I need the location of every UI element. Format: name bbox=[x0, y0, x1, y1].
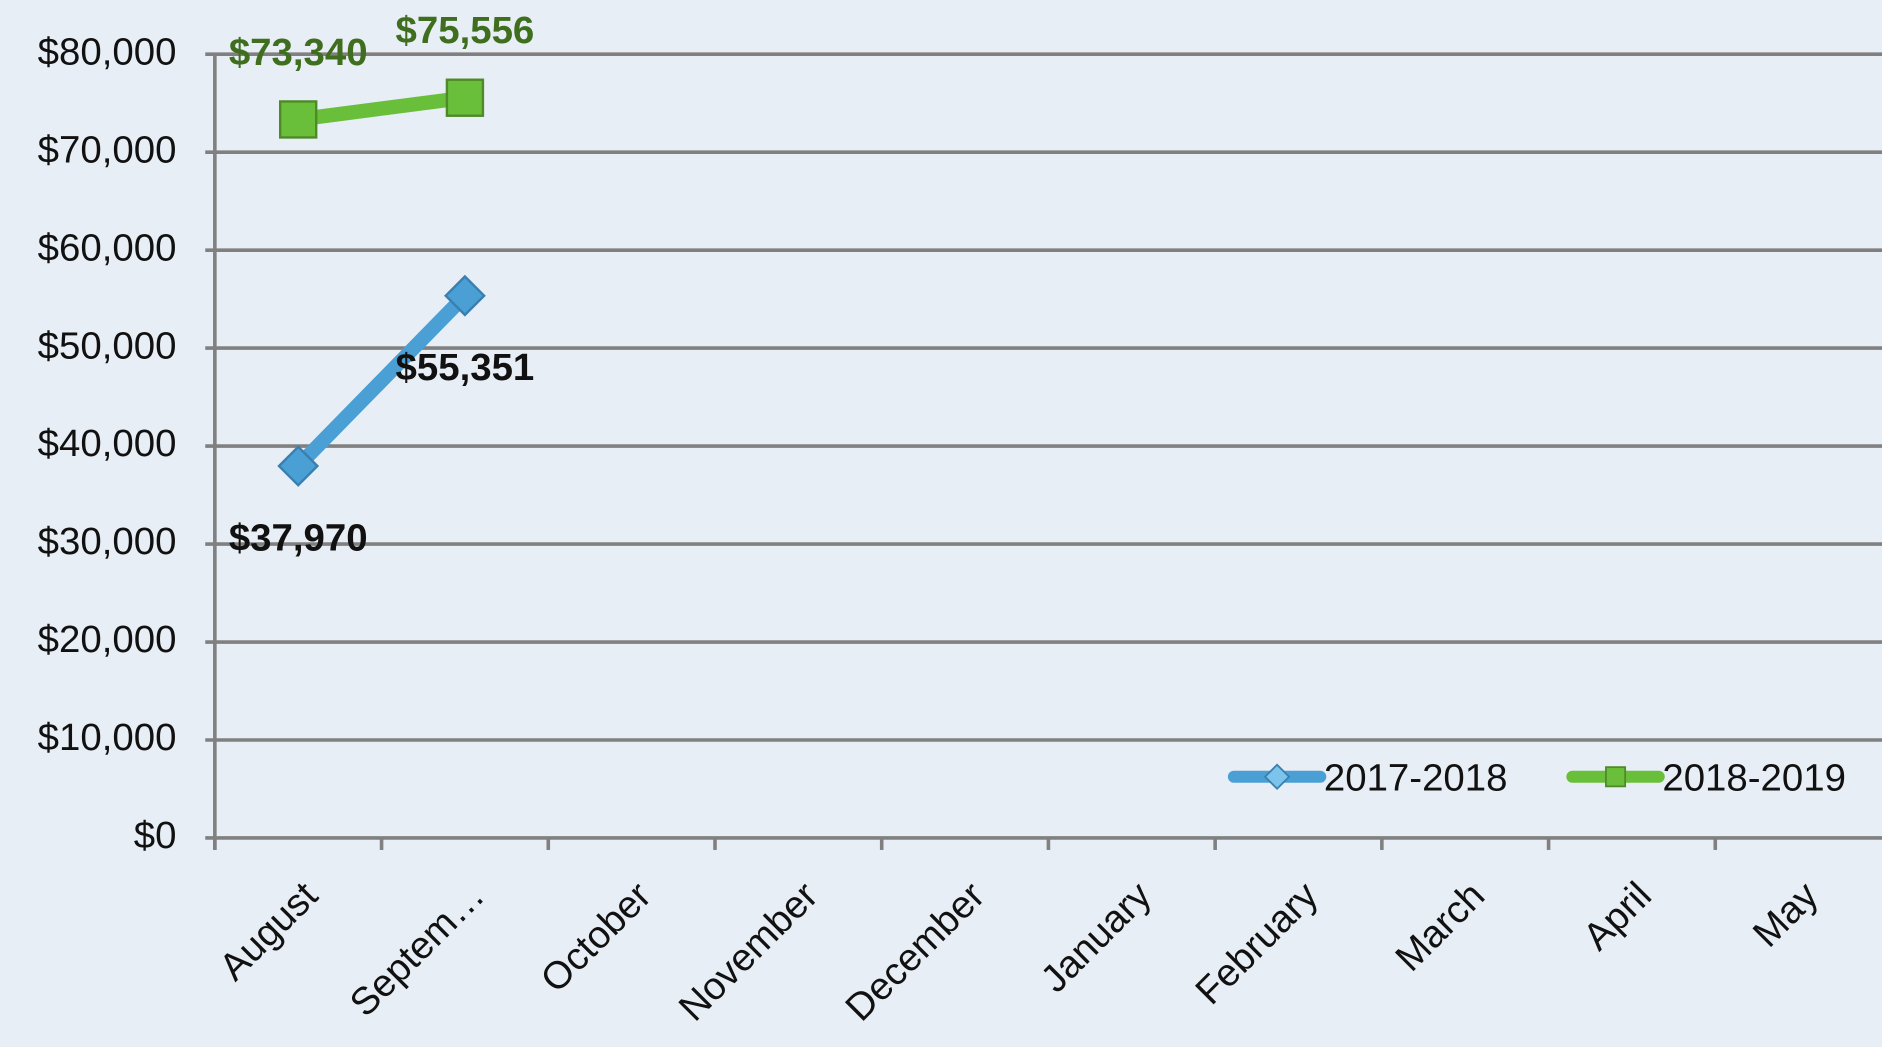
data-label: $73,340 bbox=[229, 31, 368, 74]
y-tick-label: $50,000 bbox=[38, 324, 177, 367]
y-tick-label: $80,000 bbox=[38, 30, 177, 73]
legend-marker bbox=[1263, 763, 1291, 791]
legend-item: 2017-2018 bbox=[1227, 756, 1508, 799]
data-label: $75,556 bbox=[396, 9, 535, 52]
legend-marker bbox=[1605, 766, 1627, 788]
marker bbox=[278, 100, 318, 139]
legend-label: 2017-2018 bbox=[1324, 756, 1508, 799]
marker bbox=[445, 78, 485, 117]
marker bbox=[444, 274, 486, 317]
series-line bbox=[291, 90, 473, 127]
y-tick-label: $0 bbox=[134, 814, 177, 857]
marker bbox=[277, 445, 320, 487]
legend-label: 2018-2019 bbox=[1662, 756, 1846, 799]
y-tick-label: $10,000 bbox=[38, 716, 177, 759]
y-tick-label: $20,000 bbox=[38, 618, 177, 661]
y-tick-label: $40,000 bbox=[38, 422, 177, 465]
data-label: $37,970 bbox=[229, 517, 368, 560]
y-tick-label: $70,000 bbox=[38, 128, 177, 171]
legend-item: 2018-2019 bbox=[1566, 756, 1846, 799]
data-label: $55,351 bbox=[396, 346, 535, 389]
y-tick-label: $30,000 bbox=[38, 520, 177, 563]
series-line bbox=[291, 288, 473, 474]
y-tick-label: $60,000 bbox=[38, 226, 177, 269]
